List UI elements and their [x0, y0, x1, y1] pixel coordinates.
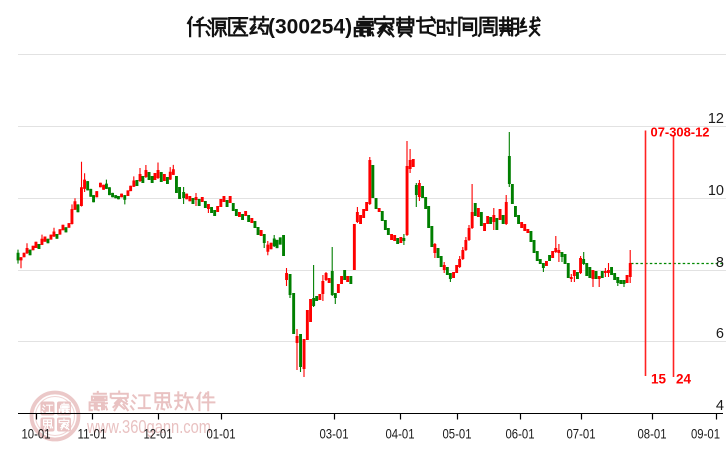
- svg-text:6: 6: [716, 326, 724, 342]
- svg-text:03-01: 03-01: [320, 427, 349, 442]
- svg-text:07-308-12: 07-308-12: [651, 126, 710, 140]
- svg-text:05-01: 05-01: [443, 427, 472, 442]
- svg-text:04-01: 04-01: [386, 427, 415, 442]
- svg-text:8: 8: [716, 255, 724, 271]
- svg-text:10-01: 10-01: [22, 427, 51, 442]
- svg-text:09-01: 09-01: [691, 427, 720, 442]
- svg-text:12-01: 12-01: [144, 427, 173, 442]
- svg-text:www.360gann.com: www.360gann.com: [86, 417, 211, 437]
- svg-text:01-01: 01-01: [207, 427, 236, 442]
- svg-text:10: 10: [708, 183, 724, 199]
- svg-text:06-01: 06-01: [506, 427, 535, 442]
- svg-text:15: 15: [651, 372, 667, 387]
- svg-text:4: 4: [716, 398, 724, 414]
- svg-text:07-01: 07-01: [567, 427, 596, 442]
- svg-text:12: 12: [708, 111, 724, 127]
- svg-text:11-01: 11-01: [78, 427, 107, 442]
- svg-text:(300254): (300254): [268, 15, 352, 38]
- svg-text:08-01: 08-01: [638, 427, 667, 442]
- svg-text:24: 24: [676, 372, 692, 387]
